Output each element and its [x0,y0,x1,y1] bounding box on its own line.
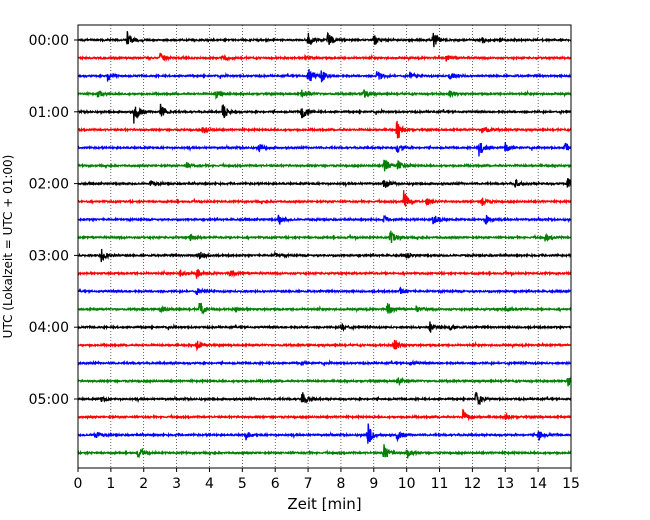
trace-line [77,52,572,62]
x-tick-label: 14 [529,476,547,492]
trace-line [77,230,572,244]
trace-line [77,423,572,444]
trace-line [77,69,572,83]
trace-line [77,339,572,352]
x-axis-label: Zeit [min] [287,495,361,513]
x-tick-label: 2 [139,476,148,492]
grid [110,25,539,468]
trace-line [77,268,572,279]
x-tick-label: 10 [398,476,416,492]
x-tick-label: 12 [463,476,481,492]
trace-line [77,142,572,157]
y-axis: 00:00 01:00 02:00 03:00 04:00 05:00 [29,33,78,408]
y-tick-label: 05:00 [29,392,69,408]
trace-line [77,214,572,225]
x-tick-label: 0 [74,476,83,492]
y-tick-label: 04:00 [29,320,69,336]
trace-line [77,190,572,207]
x-tick-label: 7 [304,476,313,492]
plot-frame [77,24,572,469]
trace-line [77,376,572,387]
trace-line [77,89,572,101]
x-tick-label: 9 [369,476,378,492]
x-tick-label: 15 [562,476,580,492]
y-axis-label: UTC (Lokalzeit = UTC + 01:00) [1,155,15,339]
y-tick-label: 03:00 [29,248,69,264]
trace-line [77,103,572,124]
trace-line [77,120,572,139]
x-tick-label: 5 [238,476,247,492]
x-tick-label: 1 [106,476,115,492]
trace-line [77,444,572,459]
trace-line [77,248,572,263]
trace-line [77,285,572,296]
x-tick-label: 3 [172,476,181,492]
x-tick-label: 6 [271,476,280,492]
trace-line [77,409,572,422]
traces [77,31,572,459]
x-tick-label: 13 [496,476,514,492]
trace-line [77,31,572,48]
y-tick-label: 02:00 [29,177,69,193]
trace-line [77,321,572,333]
y-tick-label: 00:00 [29,33,69,49]
trace-line [77,159,572,172]
x-tick-label: 11 [431,476,449,492]
trace-line [77,178,572,188]
x-axis: 0 1 2 3 4 5 6 7 8 9 10 11 12 13 14 15 [74,468,580,492]
trace-line [77,302,572,315]
y-tick-label: 01:00 [29,105,69,121]
x-tick-label: 8 [336,476,345,492]
trace-line [77,359,572,367]
trace-line [77,391,572,405]
x-tick-label: 4 [205,476,214,492]
